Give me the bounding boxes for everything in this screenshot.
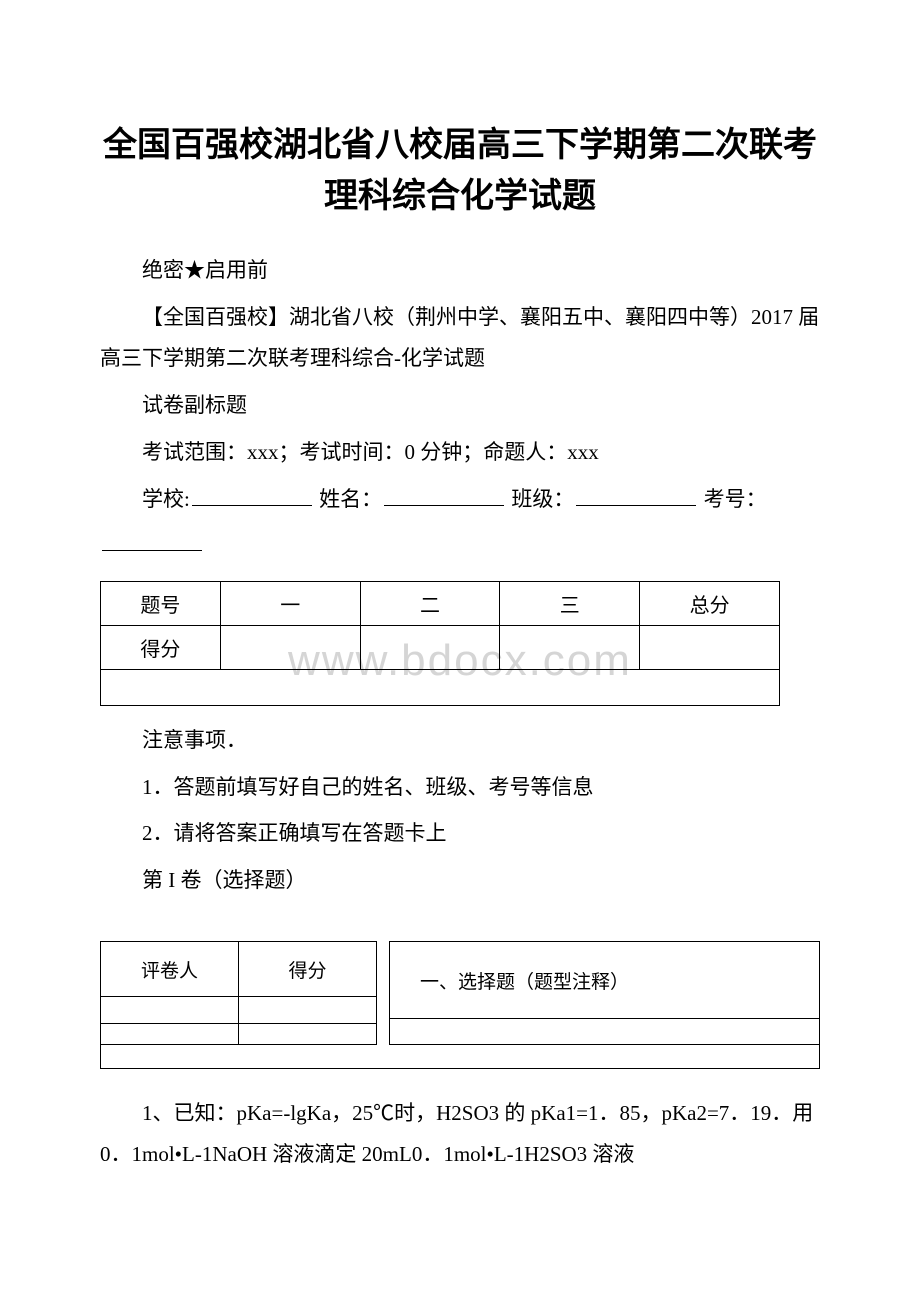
confidential-line: 绝密★启用前 <box>100 250 820 291</box>
score-table: 题号 一 二 三 总分 得分 <box>100 581 780 706</box>
part1-label: 第 I 卷（选择题） <box>100 860 820 901</box>
source-line: 【全国百强校】湖北省八校（荆州中学、襄阳五中、襄阳四中等）2017 届高三下学期… <box>100 297 820 379</box>
label-class: 班级： <box>511 487 574 511</box>
label-examno: 考号： <box>704 487 767 511</box>
blank-school <box>192 483 312 506</box>
section-outer-row <box>100 1045 820 1069</box>
score-cell <box>360 625 500 669</box>
notice-2: 2．请将答案正确填写在答题卡上 <box>100 813 820 854</box>
grader-cell <box>101 1024 239 1045</box>
section-title-bottom <box>389 1019 820 1045</box>
grader-table: 评卷人 得分 <box>100 941 377 1045</box>
label-school: 学校: <box>142 487 190 511</box>
document-title: 全国百强校湖北省八校届高三下学期第二次联考理科综合化学试题 <box>100 120 820 222</box>
score-row3 <box>101 669 780 705</box>
blank-name <box>384 483 504 506</box>
subtitle: 试卷副标题 <box>100 385 820 426</box>
question-1: 1、已知：pKa=-lgKa，25℃时，H2SO3 的 pKa1=1．85，pK… <box>100 1093 820 1175</box>
grader-col2: 得分 <box>239 942 377 997</box>
grader-col1: 评卷人 <box>101 942 239 997</box>
notice-1: 1．答题前填写好自己的姓名、班级、考号等信息 <box>100 767 820 808</box>
score-cell <box>220 625 360 669</box>
score-header-0: 题号 <box>101 581 221 625</box>
score-row2-label: 得分 <box>101 625 221 669</box>
grader-cell <box>101 996 239 1023</box>
grader-cell <box>239 996 377 1023</box>
blank-class <box>576 483 696 506</box>
grader-cell <box>239 1024 377 1045</box>
score-header-3: 三 <box>500 581 640 625</box>
section-header-block: 评卷人 得分 一、选择题（题型注释） <box>100 941 820 1045</box>
scope-line: 考试范围：xxx；考试时间：0 分钟；命题人：xxx <box>100 432 820 473</box>
section-title: 一、选择题（题型注释） <box>389 941 820 1019</box>
score-header-1: 一 <box>220 581 360 625</box>
fill-in-line: 学校: 姓名： 班级： 考号： <box>100 479 820 520</box>
score-cell <box>640 625 780 669</box>
label-name: 姓名： <box>319 487 382 511</box>
blank-examno <box>102 528 202 551</box>
fill-in-line-2 <box>100 524 820 565</box>
score-header-2: 二 <box>360 581 500 625</box>
score-cell <box>500 625 640 669</box>
score-header-4: 总分 <box>640 581 780 625</box>
notice-header: 注意事项． <box>100 720 820 761</box>
